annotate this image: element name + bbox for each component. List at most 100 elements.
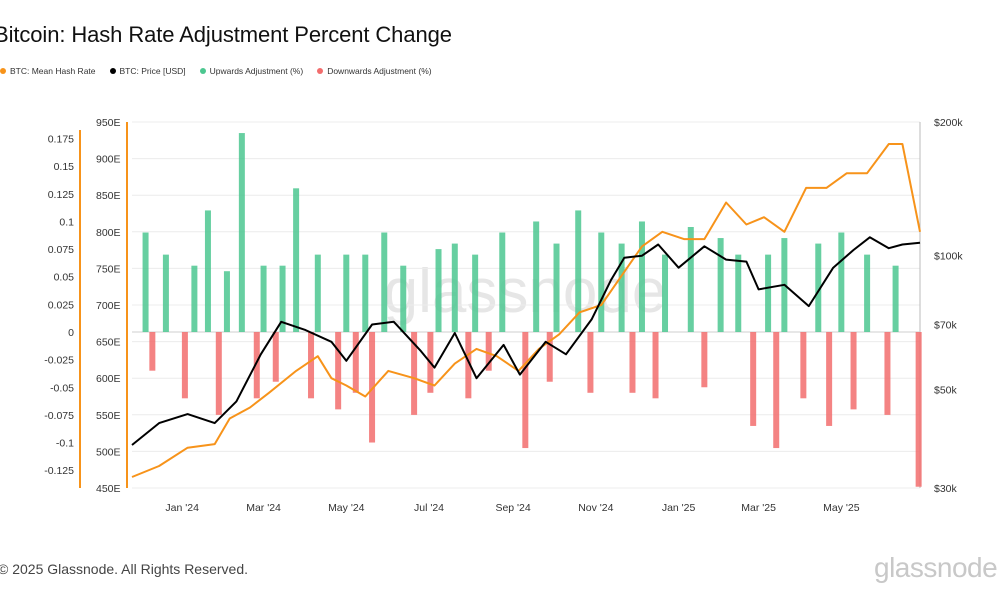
y-left-tick-label: 0.175 [48,134,74,146]
y-hashrate-tick-label: 900E [96,154,121,166]
chart-title: Bitcoin: Hash Rate Adjustment Percent Ch… [0,22,452,47]
upwards-adjustment-bar [472,254,479,332]
y-hashrate-tick-label: 850E [96,190,121,202]
upwards-adjustment-bar [717,238,724,332]
y-right-tick-label: $50k [934,384,958,396]
downwards-adjustment-bar [215,332,222,415]
upwards-adjustment-bar [223,271,230,332]
y-hashrate-tick-label: 800E [96,227,121,239]
y-right-tick-label: $70k [934,320,958,332]
downwards-adjustment-bar [308,332,315,399]
y-left-tick-label: -0.1 [56,438,74,450]
y-hashrate-tick-label: 450E [96,483,121,495]
x-tick-label: May '24 [328,502,365,514]
legend: BTC: Mean Hash Rate BTC: Price [USD] Upw… [0,66,432,76]
series-lines [131,143,921,478]
upwards-adjustment-bar [735,254,742,332]
downwards-adjustment-bar [369,332,376,443]
y-left-tick-label: -0.025 [44,355,74,367]
downwards-adjustment-bar [522,332,529,449]
upwards-adjustment-bar [687,227,694,332]
downwards-adjustment-bar [800,332,807,399]
upwards-adjustment-bar [553,243,560,332]
legend-marker-hash-rate [0,68,6,74]
downwards-adjustment-bar [149,332,156,371]
x-tick-label: Jul '24 [414,502,444,514]
y-hashrate-tick-label: 750E [96,263,121,275]
y-left-tick-label: 0.125 [48,189,74,201]
upwards-adjustment-bar [279,265,286,332]
y-left-tick-label: 0.15 [54,161,75,173]
upwards-adjustment-bar [864,254,871,332]
y-hashrate-tick-label: 600E [96,373,121,385]
legend-label-price: BTC: Price [USD] [119,66,186,76]
downwards-adjustment-bar [652,332,659,399]
downwards-adjustment-bar [915,332,922,487]
y-left-tick-label: 0.075 [48,244,74,256]
upwards-adjustment-bar [142,232,149,332]
y-right-tick-label: $30k [934,483,958,495]
upwards-adjustment-bar [765,254,772,332]
downwards-adjustment-bar [884,332,891,415]
downwards-adjustment-bar [272,332,279,382]
upwards-adjustment-bar [204,210,211,332]
legend-item-hash-rate[interactable]: BTC: Mean Hash Rate [0,66,96,76]
y-hashrate-tick-label: 500E [96,446,121,458]
brand-logo: glassnode [874,552,998,583]
upwards-adjustment-bar [162,254,169,332]
x-tick-label: May '25 [823,502,860,514]
y-left-tick-label: -0.125 [44,465,74,477]
legend-label-hash-rate: BTC: Mean Hash Rate [10,66,96,76]
upwards-adjustment-bar [191,265,198,332]
x-tick-label: Sep '24 [495,502,530,514]
downwards-adjustment-bar [411,332,418,415]
upwards-adjustment-bar [293,188,300,332]
y-left-tick-label: 0 [68,327,74,339]
upwards-adjustment-bar [238,133,245,332]
upwards-adjustment-bar [343,254,350,332]
legend-item-downwards[interactable]: Downwards Adjustment (%) [317,66,432,76]
downwards-adjustment-bar [335,332,342,410]
downwards-adjustment-bar [546,332,553,382]
y-left-tick-label: 0.1 [59,216,74,228]
upwards-adjustment-bar [451,243,458,332]
legend-label-upwards: Upwards Adjustment (%) [209,66,304,76]
downwards-adjustment-bar [465,332,472,399]
copyright-footer: © 2025 Glassnode. All Rights Reserved. [0,561,249,577]
upwards-adjustment-bar [638,221,645,332]
downwards-adjustment-bar [750,332,757,426]
downwards-adjustment-bar [587,332,594,393]
downwards-adjustment-bar [352,332,359,393]
downwards-adjustment-bar [485,332,492,371]
y-right-tick-label: $100k [934,251,963,263]
price-line [131,236,921,446]
y-hashrate-tick-label: 550E [96,410,121,422]
downwards-adjustment-bar [181,332,188,399]
upwards-adjustment-bar [435,249,442,332]
tick-labels: 0.175 0.15 0.125 0.1 0.075 0.05 0.025 0 -0.025 -0… [44,117,963,514]
upwards-adjustment-bar [400,265,407,332]
y-hashrate-tick-label: 950E [96,117,121,129]
downwards-adjustment-bar [253,332,260,399]
legend-item-upwards[interactable]: Upwards Adjustment (%) [199,66,304,76]
legend-label-downwards: Downwards Adjustment (%) [327,66,432,76]
upwards-adjustment-bar [314,254,321,332]
upwards-adjustment-bar [815,243,822,332]
y-left-tick-label: 0.025 [48,299,74,311]
upwards-adjustment-bar [362,254,369,332]
downwards-adjustment-bar [850,332,857,410]
y-hashrate-tick-label: 650E [96,337,121,349]
upwards-adjustment-bar [575,210,582,332]
downwards-bars [149,332,922,487]
upwards-adjustment-bar [381,232,388,332]
x-tick-label: Jan '25 [662,502,696,514]
legend-item-price[interactable]: BTC: Price [USD] [109,66,186,76]
upwards-adjustment-bar [260,265,267,332]
upwards-adjustment-bar [533,221,540,332]
downwards-adjustment-bar [701,332,708,388]
legend-marker-upwards [199,68,206,74]
upwards-adjustment-bar [662,254,669,332]
y-right-tick-label: $200k [934,117,963,129]
y-hashrate-tick-label: 700E [96,300,121,312]
